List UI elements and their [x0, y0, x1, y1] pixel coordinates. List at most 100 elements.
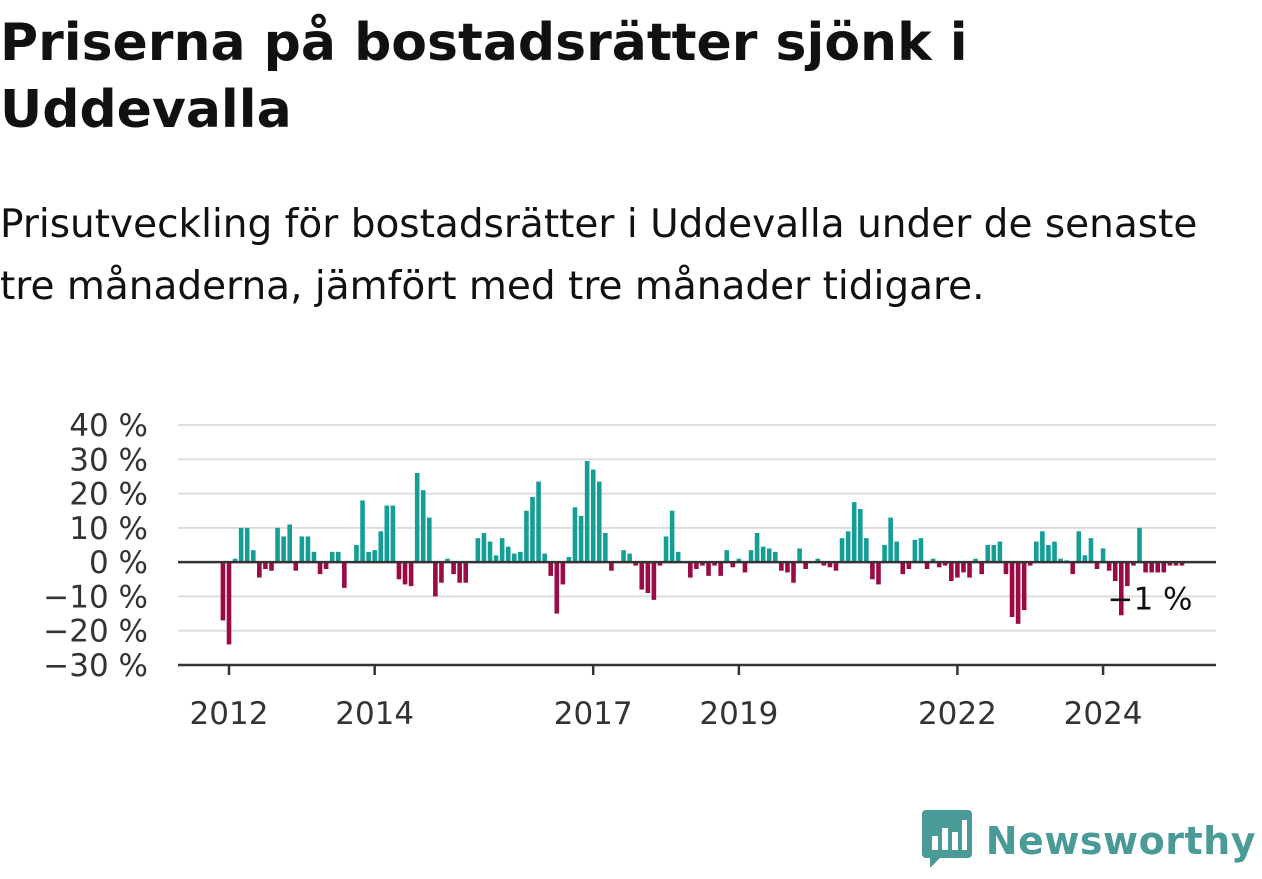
bar: [1173, 562, 1179, 566]
bar: [1143, 562, 1148, 573]
y-tick-label: 20 %: [69, 477, 148, 513]
bar: [955, 562, 960, 578]
bar: [524, 510, 529, 563]
bar: [263, 562, 268, 569]
bar: [511, 553, 517, 563]
bar: [451, 562, 456, 575]
y-tick-label: −10 %: [43, 579, 148, 615]
bar: [366, 551, 371, 563]
bar: [420, 490, 426, 563]
bar: [1040, 531, 1045, 563]
bar: [433, 562, 438, 597]
bar: [269, 562, 274, 571]
bar: [560, 562, 566, 585]
y-axis-labels: 40 %30 %20 %10 %0 %−10 %−20 %−30 %: [43, 408, 148, 684]
bar: [1070, 562, 1076, 575]
bar: [967, 562, 972, 578]
bar: [1088, 538, 1094, 563]
chart-title: Priserna på bostadsrätter sjönk i Uddeva…: [0, 13, 968, 140]
bar: [766, 548, 772, 563]
bar: [414, 473, 420, 563]
bar: [730, 562, 736, 568]
bar: [785, 562, 790, 573]
bar: [803, 562, 808, 569]
bar: [530, 497, 535, 563]
bar: [639, 562, 645, 590]
bar: [918, 538, 924, 563]
bar: [760, 546, 766, 563]
bar: [408, 562, 414, 587]
bar: [305, 536, 311, 563]
bar: [991, 545, 997, 563]
bar: [1125, 562, 1130, 587]
bar: [354, 545, 359, 563]
bar: [1003, 562, 1009, 575]
bar: [505, 546, 511, 563]
bar: [906, 562, 912, 569]
bar: [645, 562, 651, 593]
bar: [475, 538, 481, 563]
bar: [724, 550, 730, 563]
bar: [669, 510, 675, 563]
bar: [930, 558, 936, 563]
bar: [688, 562, 693, 578]
bar: [1100, 548, 1106, 563]
bar: [584, 461, 590, 563]
bar: [1052, 541, 1057, 563]
bar: [323, 562, 329, 569]
bar: [226, 562, 232, 645]
bar: [402, 562, 408, 585]
bar: [390, 505, 396, 563]
bar: [773, 551, 778, 563]
bar: [427, 517, 432, 563]
bar: [487, 541, 493, 563]
bar: [463, 562, 469, 583]
y-tick-label: 10 %: [69, 511, 148, 547]
bar: [1021, 562, 1027, 611]
y-tick-label: 40 %: [69, 408, 148, 444]
bar: [942, 562, 948, 566]
x-tick-label: 2017: [554, 696, 633, 732]
bar: [718, 562, 723, 576]
x-tick-label: 2019: [699, 696, 778, 732]
bar: [548, 562, 554, 576]
bars: [220, 461, 1185, 645]
bar: [499, 538, 505, 563]
bar: [287, 524, 292, 563]
bar: [633, 562, 638, 566]
bar: [621, 550, 626, 563]
bar: [888, 517, 893, 563]
bar: [651, 562, 657, 600]
bar: [220, 562, 226, 621]
bar: [1137, 527, 1142, 563]
x-tick-label: 2024: [1064, 696, 1143, 732]
bar: [554, 562, 560, 614]
bar: [1131, 562, 1136, 566]
bar: [791, 562, 796, 583]
bar: [845, 531, 851, 563]
bar: [857, 509, 863, 563]
bar: [1106, 562, 1112, 571]
bar: [439, 562, 444, 583]
bar: [663, 536, 669, 563]
bar: [335, 551, 341, 563]
bar: [342, 562, 347, 588]
bar: [797, 548, 802, 563]
bar: [238, 527, 244, 563]
bar: [257, 562, 262, 578]
bar: [311, 551, 317, 563]
bar: [894, 541, 899, 563]
bar: [657, 562, 663, 566]
bar: [900, 562, 906, 575]
bar: [924, 562, 930, 569]
x-axis-labels: 2012 2014 2017 2019 2022 2024: [190, 665, 1143, 732]
bar: [609, 562, 614, 571]
bar: [603, 533, 608, 563]
bar: [627, 553, 632, 563]
bar: [864, 538, 869, 563]
bar: [997, 541, 1003, 563]
bar: [839, 538, 845, 563]
bar: [973, 558, 978, 563]
bar: [250, 550, 256, 563]
bar: [566, 557, 572, 563]
